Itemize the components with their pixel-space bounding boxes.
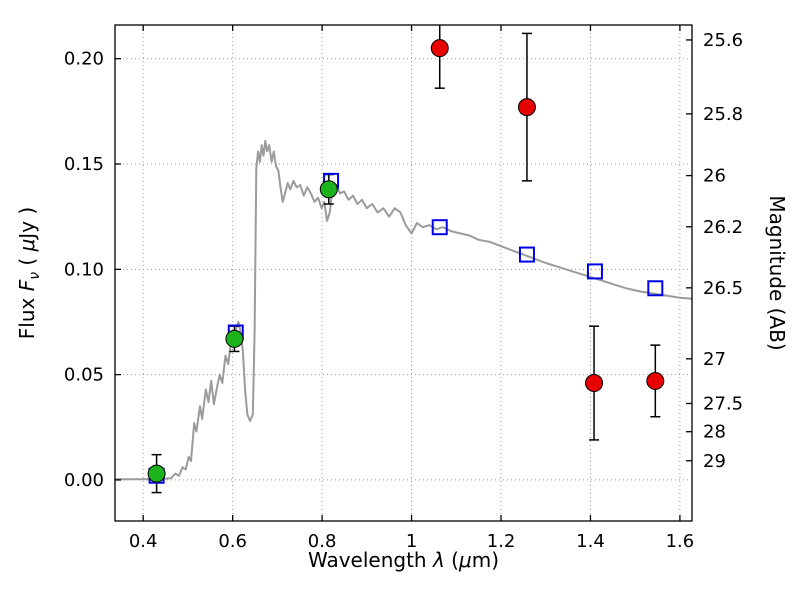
magnitude-tick-label: 25.8 [703,104,743,125]
magnitude-tick-label: 26.2 [703,217,743,238]
observed-infrared-marker [430,39,449,58]
magnitude-tick-label: 25.6 [703,30,743,51]
model-photometry-marker [586,263,603,280]
x-tick-label: 1.6 [666,531,695,552]
magnitude-tick-label: 26 [703,166,726,187]
model-photometry-marker [647,280,664,297]
observed-infrared-marker [585,374,604,393]
magnitude-tick-label: 27 [703,349,726,370]
flux-tick-label: 0.05 [64,365,104,386]
magnitude-tick-label: 26.5 [703,278,743,299]
flux-tick-label: 0.10 [64,259,104,280]
flux-tick-label: 0.20 [64,49,104,70]
grid-layer [115,25,692,521]
model-photometry-marker [431,219,448,236]
observed-infrared-marker [517,98,536,117]
y-axis-label-magnitude: Magnitude (AB) [765,195,789,350]
x-tick-label: 0.4 [129,531,158,552]
observed-optical-marker [319,180,338,199]
observed-optical-marker [147,464,166,483]
x-tick-label: 0.8 [308,531,337,552]
model-spectrum [115,139,692,481]
data-layer [115,25,692,494]
magnitude-tick-label: 27.5 [703,393,743,414]
observed-optical-marker [225,329,244,348]
x-tick-label: 1.2 [487,531,516,552]
observed-infrared-marker [646,371,665,390]
x-tick-label: 0.6 [218,531,247,552]
y-axis-label-flux: Flux Fν ( μJy ) [15,207,43,339]
x-tick-label: 1 [406,531,417,552]
magnitude-tick-label: 28 [703,422,726,443]
model-photometry-marker [518,246,535,263]
x-axis-label: Wavelength λ (μm) [308,548,499,572]
x-tick-label: 1.4 [576,531,605,552]
plot-frame [114,24,693,522]
flux-tick-label: 0.00 [64,470,104,491]
flux-tick-label: 0.15 [64,154,104,175]
axes-frame [114,24,693,522]
magnitude-tick-label: 29 [703,451,726,472]
tick-layer: 0.4 0.6 0.8 1 1.2 1.4 1.6 0.00 0.05 0.10 0.15 0.20 2… [64,25,743,552]
